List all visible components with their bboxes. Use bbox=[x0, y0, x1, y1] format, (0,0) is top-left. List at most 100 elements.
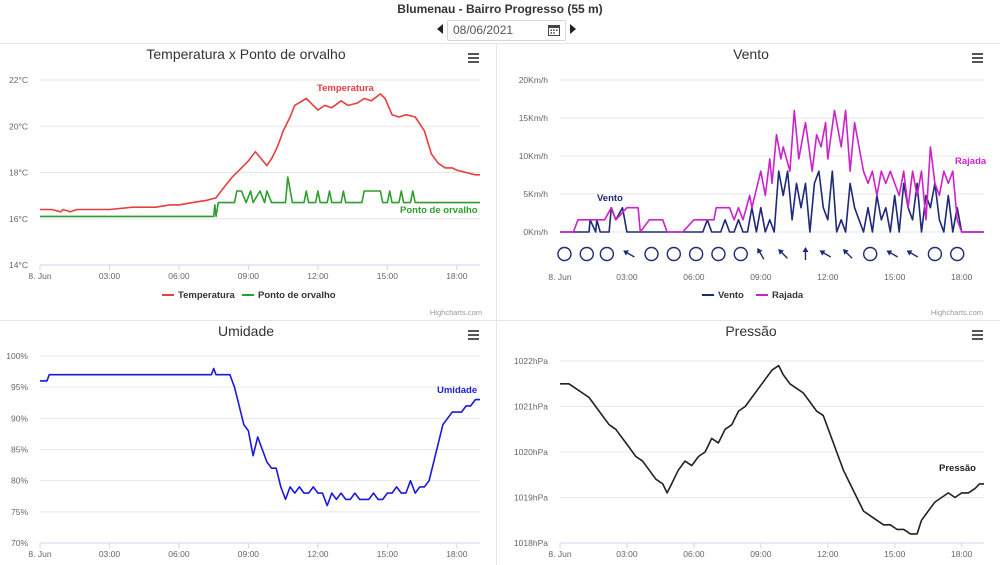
x-tick-label: 12:00 bbox=[307, 549, 329, 559]
x-tick-label: 15:00 bbox=[884, 549, 906, 559]
calm-wind-icon bbox=[862, 246, 878, 262]
menu-bar bbox=[468, 61, 479, 63]
legend-item[interactable]: Temperatura bbox=[162, 290, 236, 301]
x-tick-label: 03:00 bbox=[616, 549, 638, 559]
menu-bar bbox=[468, 338, 479, 340]
y-tick-label: 80% bbox=[11, 476, 28, 486]
temp-chart-title: Temperatura x Ponto de orvalho bbox=[146, 46, 345, 62]
y-tick-label: 1019hPa bbox=[514, 493, 548, 503]
page-title: Blumenau - Bairro Progresso (55 m) bbox=[397, 2, 603, 16]
series-line-temperatura bbox=[40, 93, 480, 213]
y-tick-label: 1022hPa bbox=[514, 356, 548, 366]
calendar-icon[interactable] bbox=[548, 24, 560, 36]
x-tick-label: 12:00 bbox=[817, 549, 839, 559]
calm-wind-icon bbox=[666, 246, 682, 262]
next-day-button[interactable] bbox=[570, 24, 576, 34]
y-tick-label: 20°C bbox=[9, 121, 28, 131]
legend-item[interactable]: Ponto de orvalho bbox=[242, 290, 336, 301]
x-tick-label: 12:00 bbox=[817, 272, 839, 282]
vento-menu-icon[interactable] bbox=[972, 53, 983, 63]
previous-day-button[interactable] bbox=[437, 24, 443, 34]
header-divider bbox=[0, 43, 1000, 44]
temp-menu-icon[interactable] bbox=[468, 53, 479, 63]
x-tick-label: 06:00 bbox=[683, 549, 705, 559]
x-tick-label: 8. Jun bbox=[548, 272, 571, 282]
y-tick-label: 10Km/h bbox=[519, 151, 549, 161]
temperature-chart-panel: Temperatura x Ponto de orvalho 14°C 16°C 18… bbox=[0, 44, 496, 320]
pressao-chart-title: Pressão bbox=[725, 323, 777, 339]
page-header: Blumenau - Bairro Progresso (55 m) 08/06… bbox=[0, 0, 1000, 44]
menu-bar bbox=[972, 330, 983, 332]
wind-arrow-head bbox=[819, 250, 826, 256]
x-tick-label: 09:00 bbox=[238, 271, 260, 281]
row-divider bbox=[0, 320, 1000, 321]
y-tick-label: 100% bbox=[6, 351, 28, 361]
wind-arrow-head bbox=[842, 249, 849, 255]
wind-arrow-icon bbox=[802, 247, 809, 260]
wind-arrow-head bbox=[757, 247, 763, 254]
calm-wind-icon bbox=[557, 246, 572, 262]
humidity-chart-panel: Umidade 70% 75% 80% 85% 90% 95% 100% 8. Jun 03:00… bbox=[0, 321, 496, 565]
wind-chart-panel: Vento 0Km/h 5Km/h 10Km/h 15Km/h 20Km/h 8. Jun 0… bbox=[497, 44, 1000, 320]
y-tick-label: 15Km/h bbox=[519, 113, 549, 123]
pressao-chart-svg: Pressão 1018hPa 1019hPa 1020hPa 1021hPa 1022h… bbox=[514, 323, 984, 559]
wind-arrow-icon bbox=[623, 250, 635, 258]
x-tick-label: 03:00 bbox=[99, 549, 121, 559]
legend-item[interactable]: Vento bbox=[702, 290, 744, 301]
pressure-chart-panel: Pressão 1018hPa 1019hPa 1020hPa 1021hPa 1022h… bbox=[497, 321, 1000, 565]
wind-arrow-head bbox=[802, 247, 809, 252]
wind-direction-row bbox=[557, 246, 965, 262]
menu-bar bbox=[972, 334, 983, 336]
y-tick-label: 16°C bbox=[9, 214, 28, 224]
calm-wind-icon bbox=[927, 246, 943, 262]
x-tick-label: 15:00 bbox=[377, 271, 399, 281]
x-tick-label: 8. Jun bbox=[548, 549, 571, 559]
y-tick-label: 18°C bbox=[9, 168, 28, 178]
highcharts-credit[interactable]: Highcharts.com bbox=[931, 308, 983, 317]
menu-bar bbox=[972, 53, 983, 55]
series-line-vento bbox=[560, 170, 984, 233]
y-tick-label: 20Km/h bbox=[519, 75, 549, 85]
wind-arrow-head bbox=[623, 250, 629, 256]
x-tick-label: 09:00 bbox=[238, 549, 260, 559]
y-tick-label: 85% bbox=[11, 445, 28, 455]
calm-wind-icon bbox=[579, 246, 594, 262]
umidade-menu-icon[interactable] bbox=[468, 330, 479, 340]
menu-bar bbox=[972, 57, 983, 59]
pressao-menu-icon[interactable] bbox=[972, 330, 983, 340]
legend-label: Vento bbox=[718, 290, 744, 301]
series-data-label: Ponto de orvalho bbox=[400, 205, 478, 216]
vento-chart-svg: Vento 0Km/h 5Km/h 10Km/h 15Km/h 20Km/h 8. Jun 0… bbox=[519, 46, 987, 317]
wind-arrow-icon bbox=[757, 247, 765, 260]
x-tick-label: 15:00 bbox=[377, 549, 399, 559]
y-tick-label: 0Km/h bbox=[523, 227, 548, 237]
highcharts-credit[interactable]: Highcharts.com bbox=[430, 308, 482, 317]
y-tick-label: 5Km/h bbox=[523, 189, 548, 199]
x-tick-label: 09:00 bbox=[750, 272, 772, 282]
wind-arrow-icon bbox=[842, 249, 853, 259]
x-tick-label: 06:00 bbox=[168, 271, 190, 281]
calm-wind-icon bbox=[950, 246, 965, 262]
y-tick-label: 70% bbox=[11, 538, 28, 548]
calm-wind-icon bbox=[733, 246, 748, 262]
legend-item[interactable]: Rajada bbox=[756, 290, 804, 301]
x-tick-label: 8. Jun bbox=[28, 549, 51, 559]
x-tick-label: 03:00 bbox=[616, 272, 638, 282]
x-tick-label: 18:00 bbox=[446, 271, 468, 281]
calm-wind-icon bbox=[599, 246, 615, 262]
calm-wind-icon bbox=[711, 246, 726, 262]
x-tick-label: 09:00 bbox=[750, 549, 772, 559]
legend-label: Ponto de orvalho bbox=[258, 290, 336, 301]
x-tick-label: 18:00 bbox=[446, 549, 468, 559]
y-tick-label: 75% bbox=[11, 507, 28, 517]
legend-label: Temperatura bbox=[178, 290, 236, 301]
date-input[interactable]: 08/06/2021 bbox=[447, 20, 566, 41]
vento-chart-title: Vento bbox=[733, 46, 769, 62]
wind-arrow-icon bbox=[886, 250, 899, 258]
series-line-rajada bbox=[560, 109, 984, 233]
menu-bar bbox=[468, 334, 479, 336]
series-data-label: Vento bbox=[597, 193, 623, 204]
y-tick-label: 1020hPa bbox=[514, 447, 548, 457]
series-line-press-o bbox=[560, 364, 984, 535]
calm-wind-icon bbox=[688, 246, 704, 262]
